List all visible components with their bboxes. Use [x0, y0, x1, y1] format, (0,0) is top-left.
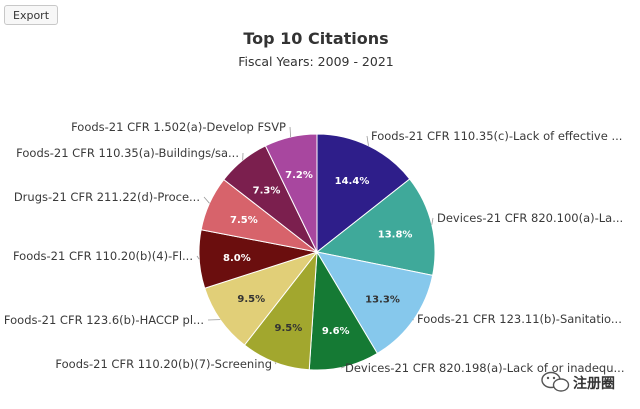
slice-percentage-label: 9.5%	[275, 323, 303, 334]
slice-percentage-label: 7.2%	[285, 170, 313, 181]
chart-subtitle: Fiscal Years: 2009 - 2021	[238, 54, 394, 69]
slice-percentage-label: 9.5%	[237, 294, 265, 305]
pie-slice[interactable]	[316, 133, 411, 254]
slice-percentage-label: 7.5%	[230, 215, 258, 226]
export-button[interactable]: Export	[4, 5, 59, 25]
leader-line	[366, 135, 369, 146]
watermark-text: 注册圈	[573, 375, 615, 392]
watermark: 注册圈	[541, 371, 615, 392]
slice-category-label: Foods-21 CFR 123.11(b)-Sanitatio...	[417, 312, 622, 326]
slice-percentage-label: 9.6%	[322, 326, 350, 337]
slice-percentage-label: 14.4%	[335, 176, 370, 187]
slice-category-label: Foods-21 CFR 110.35(c)-Lack of effective…	[371, 129, 622, 143]
slice-percentage-label: 7.3%	[253, 186, 281, 197]
leader-line	[203, 196, 210, 204]
chart-title: Top 10 Citations	[243, 29, 388, 48]
slice-category-label: Foods-21 CFR 1.502(a)-Develop FSVP	[71, 120, 286, 134]
slice-percentage-label: 13.8%	[378, 229, 413, 240]
leader-line	[196, 255, 200, 260]
leader-line	[340, 366, 345, 369]
slice-percentage-label: 8.0%	[223, 253, 251, 264]
wechat-logo-icon	[541, 371, 570, 392]
leader-line	[431, 217, 434, 225]
slice-category-label: Devices-21 CFR 820.198(a)-Lack of or ina…	[345, 361, 625, 375]
slice-percentage-label: 13.3%	[365, 294, 400, 305]
slice-category-label: Foods-21 CFR 123.6(b)-HACCP pl...	[4, 313, 204, 327]
slice-category-label: Drugs-21 CFR 211.22(d)-Proce...	[14, 190, 200, 204]
slice-category-label: Devices-21 CFR 820.100(a)-La...	[437, 211, 623, 225]
slice-category-label: Foods-21 CFR 110.20(b)(7)-Screening	[55, 357, 272, 371]
slice-category-label: Foods-21 CFR 110.35(a)-Buildings/sa...	[16, 146, 239, 160]
leader-line	[289, 126, 291, 138]
slice-category-label: Foods-21 CFR 110.20(b)(4)-Fl...	[13, 249, 193, 263]
leader-line	[274, 362, 277, 365]
